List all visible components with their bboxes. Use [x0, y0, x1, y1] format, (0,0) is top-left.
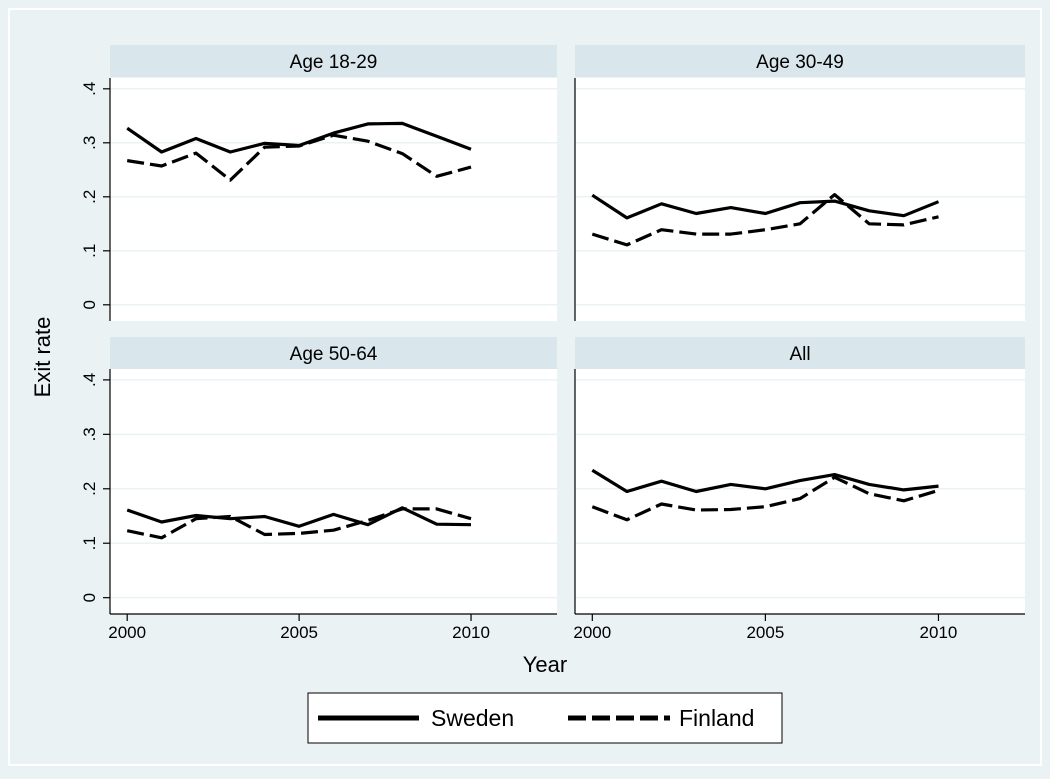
- panel-strip-age-18-29: [110, 45, 557, 77]
- y-tick-label-age-18-29-2: .2: [80, 190, 99, 204]
- panel-title-age-18-29: Age 18-29: [290, 52, 378, 73]
- x-tick-labels: 2000 2005 2010 2000 2005 2010: [108, 623, 957, 642]
- series-line-finland-all: [591, 475, 939, 522]
- x-tick-label-age-50-64-2010: 2010: [452, 623, 490, 642]
- plot-area-age-30-49: [575, 78, 1025, 321]
- panel-age-30-49: Age 30-49: [574, 45, 1025, 321]
- series-line-finland-age-18-29: [126, 133, 472, 182]
- series-line-sweden-all: [591, 468, 939, 494]
- series-line-sweden-age-50-64: [126, 506, 472, 528]
- panel-strip-age-50-64: [110, 337, 557, 369]
- panel-strip-age-30-49: [575, 45, 1025, 77]
- y-tick-label-age-50-64-4: .4: [80, 373, 99, 387]
- y-tick-label-age-50-64-2: .2: [80, 482, 99, 496]
- series-line-finland-age-30-49: [591, 193, 939, 247]
- y-axis-title: Exit rate: [30, 317, 55, 398]
- outer-frame: [8, 8, 1042, 766]
- y-tick-label-age-50-64-1: .1: [80, 536, 99, 550]
- y-tick-label-age-18-29-4: .4: [80, 82, 99, 96]
- panel-title-age-50-64: Age 50-64: [290, 344, 378, 365]
- legend-label-sweden: Sweden: [431, 705, 514, 731]
- series-line-finland-age-50-64: [126, 507, 472, 540]
- x-axis-title: Year: [523, 652, 567, 677]
- panel-age-18-29: Age 18-29 0 .1 .2 .3 .4: [80, 45, 557, 321]
- plot-area-age-18-29: [110, 78, 557, 321]
- x-tick-label-age-50-64-2000: 2000: [108, 623, 146, 642]
- legend: Sweden Finland: [307, 692, 783, 744]
- panel-title-all: All: [789, 344, 810, 365]
- y-tick-label-age-18-29-3: .3: [80, 136, 99, 150]
- panel-strip-all: [575, 337, 1025, 369]
- plot-area-all: [575, 369, 1025, 614]
- panels-group: Age 18-29 0 .1 .2 .3 .4 Age 30-49 Age 50-64 0 .1.…: [80, 45, 1025, 621]
- panel-all: All: [574, 337, 1025, 621]
- panel-age-50-64: Age 50-64 0 .1 .2 .3 .4: [80, 337, 557, 621]
- x-tick-label-all-2010: 2010: [920, 623, 958, 642]
- plot-area-age-50-64: [110, 369, 557, 614]
- y-tick-label-age-18-29-1: .1: [80, 244, 99, 258]
- x-tick-label-all-2005: 2005: [746, 623, 784, 642]
- legend-label-finland: Finland: [679, 705, 754, 731]
- y-tick-label-age-50-64-3: .3: [80, 427, 99, 441]
- y-tick-label-age-18-29-0: 0: [80, 300, 99, 309]
- series-line-sweden-age-30-49: [591, 193, 940, 220]
- x-tick-label-all-2000: 2000: [573, 623, 611, 642]
- x-tick-label-age-50-64-2005: 2005: [280, 623, 318, 642]
- y-tick-label-age-50-64-0: 0: [80, 593, 99, 602]
- panel-title-age-30-49: Age 30-49: [756, 52, 844, 73]
